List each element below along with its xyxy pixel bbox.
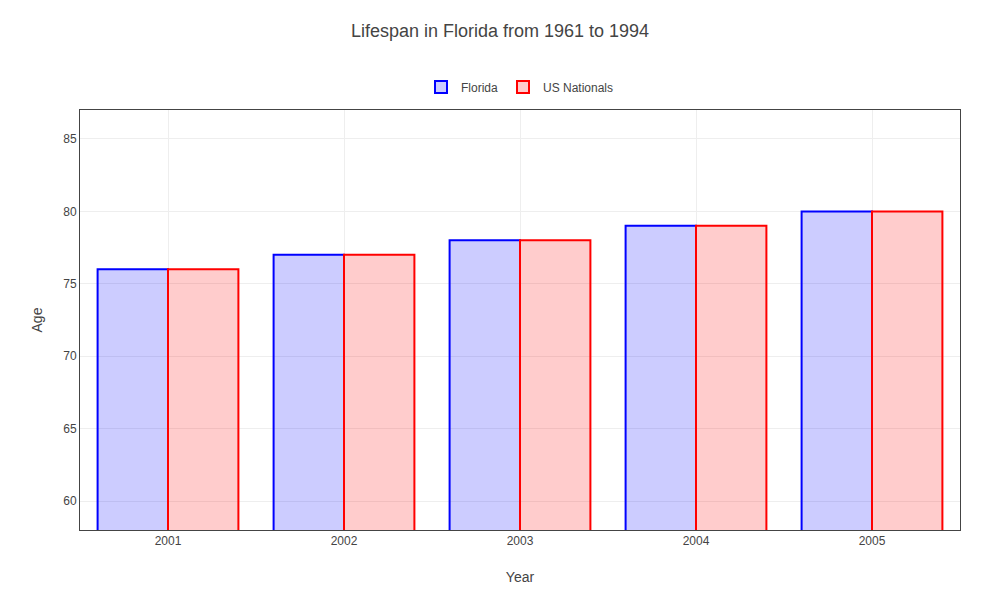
svg-text:75: 75: [63, 277, 77, 291]
svg-text:Year: Year: [506, 569, 535, 585]
svg-text:2002: 2002: [331, 534, 358, 548]
svg-text:2001: 2001: [155, 534, 182, 548]
svg-text:70: 70: [63, 349, 77, 363]
svg-text:Age: Age: [29, 307, 45, 332]
svg-text:2005: 2005: [859, 534, 886, 548]
svg-text:Lifespan in Florida from 1961: Lifespan in Florida from 1961 to 1994: [351, 21, 649, 41]
svg-text:85: 85: [63, 132, 77, 146]
svg-text:60: 60: [63, 494, 77, 508]
svg-text:65: 65: [63, 422, 77, 436]
svg-text:80: 80: [63, 205, 77, 219]
svg-text:2003: 2003: [507, 534, 534, 548]
svg-text:Florida: Florida: [461, 81, 498, 95]
svg-text:2004: 2004: [683, 534, 710, 548]
svg-text:US Nationals: US Nationals: [543, 81, 613, 95]
